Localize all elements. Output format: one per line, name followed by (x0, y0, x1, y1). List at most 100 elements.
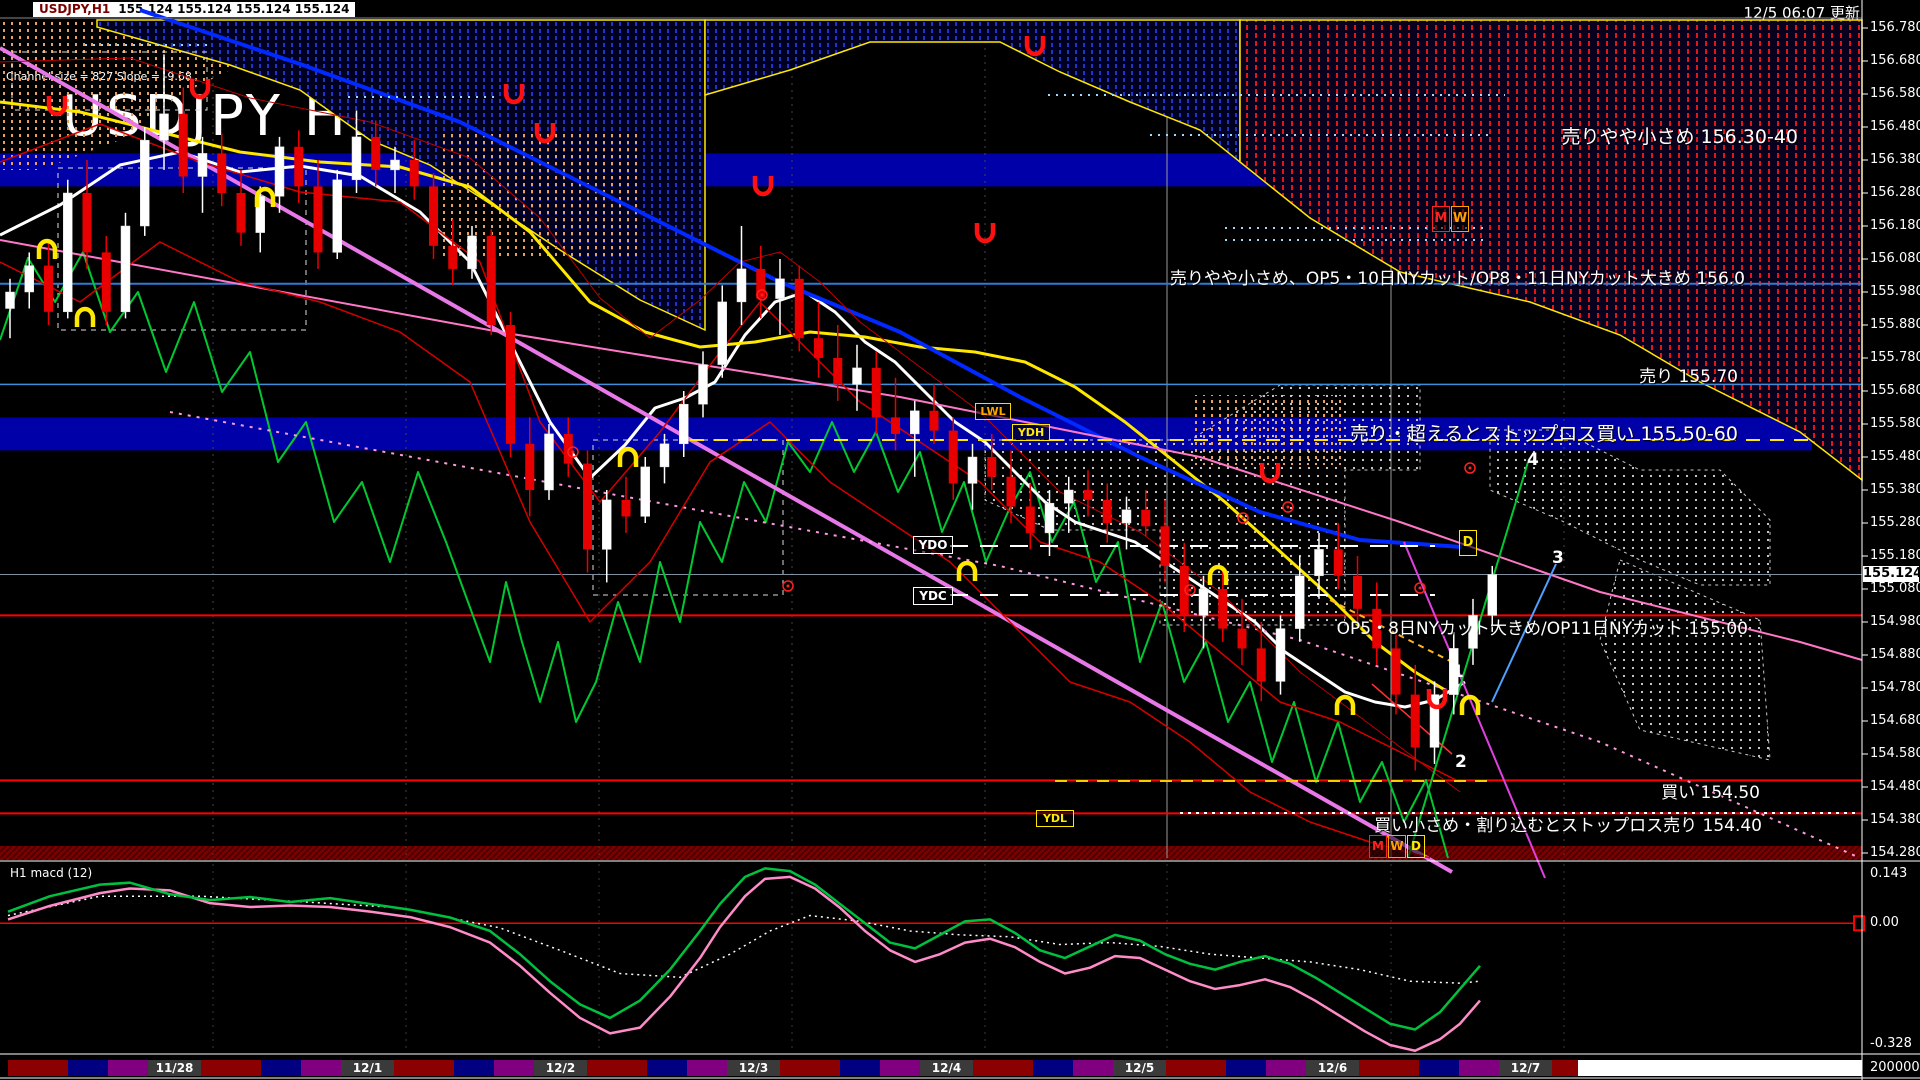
session-segment (920, 1060, 973, 1076)
macd-pink-line (7, 875, 1481, 1053)
candle-body (140, 139, 150, 227)
pink-curve (0, 239, 1863, 661)
candle-body (429, 186, 438, 246)
signal-dot-core-icon (1418, 586, 1422, 590)
candle-body (1025, 506, 1035, 533)
red-envelope-b (0, 241, 1431, 859)
candle-body (197, 153, 208, 177)
buy-horseshoe-icon (1207, 564, 1229, 585)
session-segment (840, 1060, 880, 1076)
signal-dot-icon (1184, 584, 1196, 596)
current-price-badge: 155.124 (1863, 566, 1920, 583)
flag-box-lwl: LWL (975, 403, 1011, 420)
session-segment (1226, 1060, 1266, 1076)
candle-body (1449, 648, 1459, 695)
sell-horseshoe-icon (1024, 36, 1046, 57)
price-axis-label: 155.380 (1870, 482, 1920, 497)
sell-horseshoe-icon (752, 176, 774, 197)
fan-line-green (1407, 461, 1529, 859)
candle-body (583, 463, 592, 550)
session-segment (494, 1060, 534, 1076)
price-axis-label: 156.480 (1870, 119, 1920, 134)
volume-scale-label: 200000 (1870, 1060, 1920, 1075)
candle-body (313, 186, 323, 253)
signal-dot-core-icon (1468, 466, 1472, 470)
buy-horseshoe-icon (1459, 694, 1481, 715)
macd-min-label: -0.328 (1870, 1036, 1912, 1051)
session-segment (1552, 1060, 1578, 1076)
candle-body (1487, 574, 1497, 616)
signal-dot-core-icon (786, 584, 790, 588)
sell-horseshoe-icon (974, 223, 996, 244)
price-axis-label: 155.280 (1870, 515, 1920, 530)
candle-body (987, 457, 997, 477)
candle-body (1295, 575, 1305, 629)
candle-body (1044, 502, 1055, 534)
signal-dot-core-icon (1241, 516, 1245, 520)
candle-body (1468, 615, 1478, 649)
ma-blue (139, 8, 1463, 549)
candle-body (1256, 648, 1266, 682)
session-segment (1306, 1060, 1359, 1076)
candle-body (1121, 509, 1132, 524)
fan-line-blue (1491, 563, 1557, 703)
price-axis-label: 155.780 (1870, 350, 1920, 365)
session-segment (1359, 1060, 1419, 1076)
session-segment (880, 1060, 920, 1076)
macd-signal-line (7, 895, 1481, 984)
price-axis-label: 156.080 (1870, 251, 1920, 266)
price-axis-label: 154.780 (1870, 680, 1920, 695)
ichimoku-cloud-3 (704, 19, 1241, 164)
annot-sell-155-70: 売り 155.70 (1639, 366, 1738, 387)
ichimoku-cloud-1 (0, 20, 250, 170)
candle-body (1237, 628, 1247, 649)
candle-body (756, 268, 766, 299)
candle-body (967, 456, 978, 484)
candle-body (255, 196, 265, 233)
buy-horseshoe-icon (74, 306, 96, 327)
candle-body (409, 160, 419, 187)
candle-body (82, 193, 92, 253)
signal-dot-icon (1237, 512, 1249, 524)
signal-dot-icon (1414, 582, 1426, 594)
candle-body (1006, 476, 1016, 507)
candle-body (1429, 694, 1440, 748)
annot-sell-156-30-40: 売りやや小さめ 156.30-40 (1561, 126, 1798, 149)
symbol-period-label: USDJPY,H1 (39, 2, 111, 16)
candle-body (1333, 549, 1343, 576)
signal-dot-icon (756, 289, 768, 301)
sell-horseshoe-icon (1259, 463, 1281, 484)
fan-number: 3 (1552, 548, 1564, 568)
session-segment (148, 1060, 201, 1076)
date-axis-label: 11/28 (155, 1061, 194, 1075)
candle-body (602, 499, 612, 550)
candle-body (852, 367, 862, 385)
candle-body (506, 325, 515, 444)
session-segment (687, 1060, 727, 1076)
candle-body (332, 179, 342, 253)
ohlc-values: 155.124 155.124 155.124 155.124 (118, 2, 350, 16)
date-axis-label: 12/1 (352, 1061, 383, 1075)
signal-dot-core-icon (760, 293, 764, 297)
candle-body (679, 403, 689, 445)
buy-horseshoe-icon (956, 560, 978, 581)
price-axis-label: 154.980 (1870, 614, 1920, 629)
session-segment (8, 1060, 68, 1076)
date-axis-label: 12/6 (1317, 1061, 1348, 1075)
signal-dot-core-icon (1286, 505, 1290, 509)
candle-body (659, 443, 670, 468)
candle-body (351, 136, 362, 181)
candle-body (621, 499, 631, 517)
ichimoku-cloud-5 (440, 130, 640, 260)
session-segment (780, 1060, 840, 1076)
bottom-red-band (0, 846, 1862, 860)
candle-body (178, 113, 188, 177)
candle-body (910, 410, 920, 435)
session-segment (341, 1060, 394, 1076)
signal-dot-core-icon (571, 450, 575, 454)
candle-body (294, 146, 304, 187)
macd-max-label: 0.143 (1870, 866, 1908, 881)
candle-body (833, 358, 843, 385)
